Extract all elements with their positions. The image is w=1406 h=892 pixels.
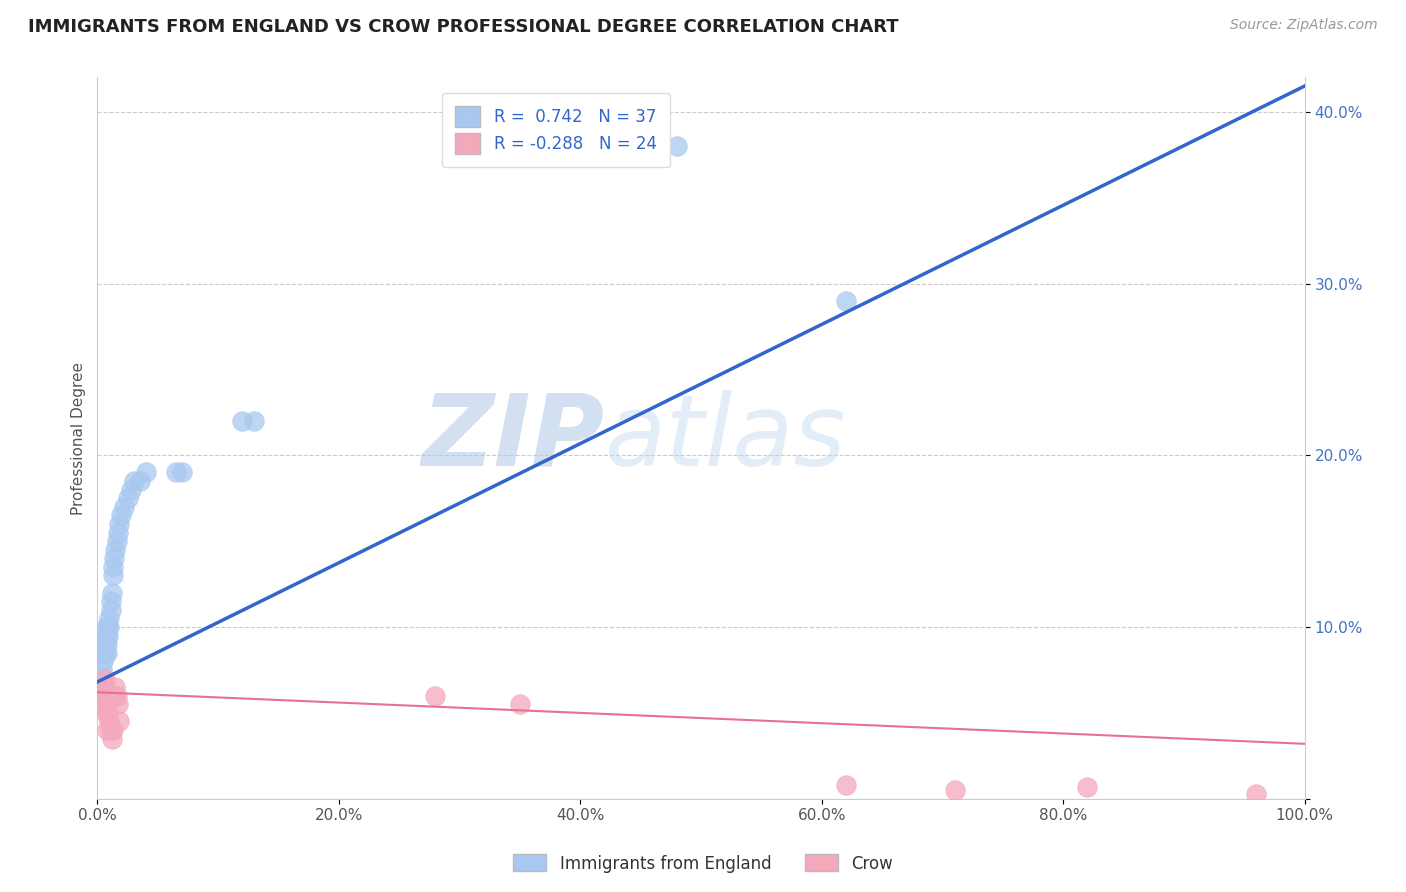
Point: [93, 672, 115, 686]
Point: [665, 139, 688, 153]
Point: [243, 414, 266, 428]
Point: [170, 466, 193, 480]
Point: [93, 689, 115, 703]
Point: [425, 689, 447, 703]
Text: Source: ZipAtlas.com: Source: ZipAtlas.com: [1230, 18, 1378, 32]
Point: [97, 620, 120, 634]
Point: [112, 500, 135, 514]
Point: [100, 594, 122, 608]
Point: [91, 663, 114, 677]
Point: [96, 637, 118, 651]
Point: [1076, 780, 1098, 794]
Point: [93, 637, 115, 651]
Point: [104, 542, 127, 557]
Point: [96, 723, 118, 737]
Point: [108, 516, 131, 531]
Point: [835, 778, 858, 792]
Text: atlas: atlas: [605, 390, 846, 487]
Point: [117, 491, 139, 506]
Point: [120, 483, 142, 497]
Point: [93, 654, 115, 668]
Point: [128, 474, 150, 488]
Point: [94, 620, 117, 634]
Point: [509, 698, 531, 712]
Point: [105, 689, 128, 703]
Point: [101, 568, 124, 582]
Point: [100, 603, 122, 617]
Point: [165, 466, 187, 480]
Point: [122, 474, 145, 488]
Point: [97, 706, 120, 720]
Point: [91, 680, 114, 694]
Point: [97, 629, 120, 643]
Y-axis label: Professional Degree: Professional Degree: [72, 361, 86, 515]
Point: [943, 783, 966, 797]
Point: [90, 698, 112, 712]
Point: [93, 672, 115, 686]
Point: [98, 620, 121, 634]
Point: [103, 689, 125, 703]
Point: [108, 714, 131, 729]
Point: [135, 466, 157, 480]
Point: [101, 560, 124, 574]
Point: [103, 551, 125, 566]
Point: [100, 723, 122, 737]
Legend: R =  0.742   N = 37, R = -0.288   N = 24: R = 0.742 N = 37, R = -0.288 N = 24: [441, 93, 671, 167]
Point: [98, 611, 121, 625]
Point: [101, 585, 124, 599]
Point: [94, 629, 117, 643]
Point: [105, 534, 128, 549]
Point: [231, 414, 253, 428]
Point: [94, 706, 117, 720]
Point: [96, 646, 118, 660]
Point: [107, 698, 129, 712]
Point: [93, 680, 115, 694]
Point: [90, 680, 112, 694]
Point: [93, 646, 115, 660]
Point: [107, 525, 129, 540]
Point: [101, 731, 124, 746]
Point: [101, 723, 124, 737]
Point: [98, 714, 121, 729]
Text: IMMIGRANTS FROM ENGLAND VS CROW PROFESSIONAL DEGREE CORRELATION CHART: IMMIGRANTS FROM ENGLAND VS CROW PROFESSI…: [28, 18, 898, 36]
Point: [96, 698, 118, 712]
Point: [104, 680, 127, 694]
Text: ZIP: ZIP: [422, 390, 605, 487]
Legend: Immigrants from England, Crow: Immigrants from England, Crow: [506, 847, 900, 880]
Point: [835, 293, 858, 308]
Point: [1246, 787, 1268, 801]
Point: [110, 508, 132, 523]
